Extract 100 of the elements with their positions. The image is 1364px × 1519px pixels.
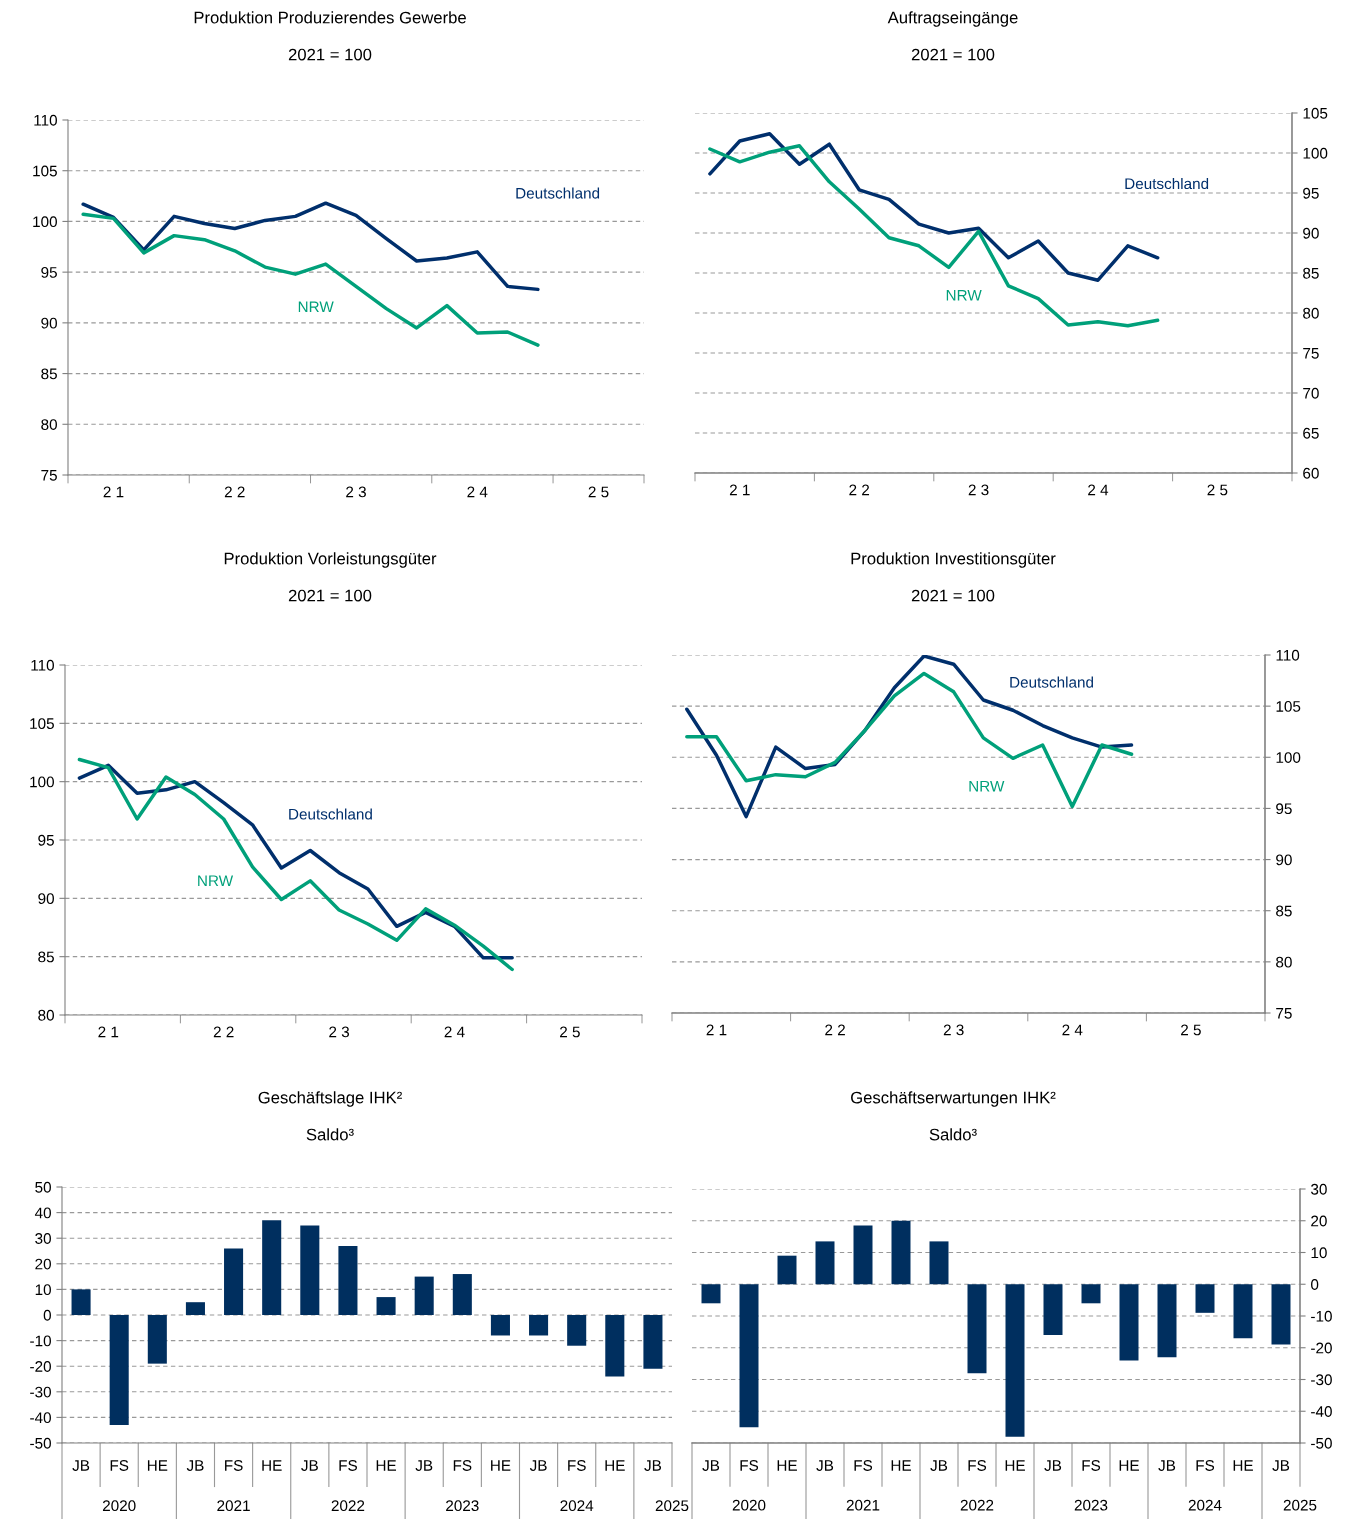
text: 2020 xyxy=(102,1500,136,1512)
text: 2021 xyxy=(846,1499,880,1511)
y2-tick-label: 110 xyxy=(1276,649,1300,661)
y-tick-label: 110 xyxy=(34,114,57,126)
text: Deutschland xyxy=(1125,177,1209,190)
y2-tick-label: 80 xyxy=(1276,956,1292,968)
text: 2024 xyxy=(1188,1499,1222,1511)
x-tick-label: FS xyxy=(568,1460,586,1471)
y2-tick-label: -10 xyxy=(1311,1310,1332,1322)
x-tick-label: FS xyxy=(1196,1460,1215,1471)
x-tick-label: 2 5 xyxy=(588,486,609,498)
text: 2023 xyxy=(446,1500,479,1512)
chart-subtitle: Saldo³ xyxy=(929,1128,977,1141)
x-tick-label: FS xyxy=(968,1460,987,1471)
y-tick-label: 85 xyxy=(38,951,54,963)
x-tick-label: JB xyxy=(72,1460,90,1471)
y-tick-label: 75 xyxy=(41,470,57,481)
y-tick-label: 100 xyxy=(30,776,54,788)
y-tick-label: -50 xyxy=(30,1437,51,1449)
x-tick-label: 2 3 xyxy=(329,1026,350,1038)
y2-tick-label: 75 xyxy=(1276,1008,1292,1019)
y-tick-label: 10 xyxy=(35,1284,51,1296)
series-label: NRW xyxy=(198,875,234,886)
x-tick-label: FS xyxy=(225,1460,243,1471)
x-tick-label: JB xyxy=(1158,1460,1176,1471)
y2-tick-label: -40 xyxy=(1311,1406,1332,1417)
x-tick-label: JB xyxy=(186,1460,204,1471)
x-tick-label: JB xyxy=(1044,1460,1062,1471)
x-tick-label: 2 5 xyxy=(1207,484,1228,496)
y2-tick-label: -50 xyxy=(1311,1437,1332,1449)
y-tick-label: 105 xyxy=(30,718,54,730)
y-tick-label: 100 xyxy=(33,216,57,228)
y2-tick-label: 90 xyxy=(1303,227,1319,239)
y-tick-label: -10 xyxy=(30,1335,51,1347)
x-tick-label: JB xyxy=(1272,1460,1290,1471)
y-tick-label: 105 xyxy=(33,165,57,177)
series-label: NRW xyxy=(946,290,982,301)
y2-tick-label: 85 xyxy=(1303,267,1319,279)
y2-tick-label: 90 xyxy=(1276,854,1292,866)
x-tick-label: 2 5 xyxy=(560,1026,580,1038)
y2-tick-label: 100 xyxy=(1276,752,1301,763)
x-tick-label: HE xyxy=(147,1460,168,1471)
y2-tick-label: 105 xyxy=(1276,701,1301,712)
x-tick-label: HE xyxy=(262,1460,282,1471)
x-tick-label: 2 1 xyxy=(706,1024,727,1036)
y-tick-label: 0 xyxy=(43,1309,51,1321)
y2-tick-label: 0 xyxy=(1311,1279,1319,1290)
x-tick-label: FS xyxy=(1082,1460,1101,1471)
x-tick-label: JB xyxy=(644,1460,662,1471)
y-tick-label: -20 xyxy=(30,1361,51,1372)
x-tick-label: HE xyxy=(891,1460,911,1471)
y-tick-label: 95 xyxy=(41,267,57,278)
x-tick-label: 2 3 xyxy=(968,484,989,496)
series-label: NRW xyxy=(969,780,1005,792)
chart-subtitle: Saldo³ xyxy=(306,1128,354,1141)
y-tick-label: 30 xyxy=(35,1233,51,1244)
y2-tick-label: 95 xyxy=(1276,803,1292,815)
chart-title: Geschäftserwartungen IHK² xyxy=(851,1091,1056,1107)
chart-subtitle: 2021 = 100 xyxy=(288,589,372,602)
text: Deutschland xyxy=(289,808,372,820)
y-tick-label: -30 xyxy=(30,1386,51,1398)
series-label: NRW xyxy=(298,301,334,313)
y-tick-label: 80 xyxy=(38,1009,54,1021)
chart-title: Produktion Investitionsgüter xyxy=(851,552,1056,568)
x-tick-label: FS xyxy=(453,1460,472,1471)
text: 2022 xyxy=(331,1500,365,1512)
text: 2025 xyxy=(1283,1499,1317,1511)
y-tick-label: 40 xyxy=(34,1207,51,1219)
x-tick-label: 2 2 xyxy=(224,486,245,498)
x-tick-label: 2 3 xyxy=(943,1024,964,1036)
x-tick-label: 2 1 xyxy=(729,484,750,496)
y-tick-label: 110 xyxy=(31,659,54,671)
x-tick-label: FS xyxy=(740,1460,759,1471)
y-tick-label: 80 xyxy=(41,419,57,430)
y-tick-label: 50 xyxy=(35,1181,51,1193)
x-tick-label: FS xyxy=(854,1460,873,1471)
y2-tick-label: 85 xyxy=(1276,905,1292,917)
y-tick-label: 20 xyxy=(35,1258,51,1270)
x-tick-label: 2 2 xyxy=(213,1026,234,1038)
x-tick-label: HE xyxy=(777,1460,797,1471)
x-tick-label: JB xyxy=(415,1460,433,1471)
x-tick-label: 2 4 xyxy=(467,486,488,498)
x-tick-label: 2 4 xyxy=(1062,1024,1083,1036)
x-tick-label: JB xyxy=(816,1460,834,1471)
text: Deutschland xyxy=(516,187,600,199)
series-label: Deutschland xyxy=(1010,676,1093,688)
x-tick-label: FS xyxy=(110,1460,129,1471)
x-tick-label: HE xyxy=(1233,1460,1253,1471)
x-tick-label: JB xyxy=(529,1460,547,1471)
chart-title: Auftragseingänge xyxy=(887,11,1018,27)
x-tick-label: HE xyxy=(1119,1460,1139,1471)
x-tick-label: 2 4 xyxy=(1088,484,1109,496)
x-tick-label: HE xyxy=(605,1460,625,1471)
y2-tick-label: 100 xyxy=(1303,147,1328,159)
x-tick-label: 2 2 xyxy=(849,484,870,496)
x-tick-label: 2 1 xyxy=(98,1026,119,1038)
y2-tick-label: 75 xyxy=(1303,348,1319,359)
y2-tick-label: -20 xyxy=(1311,1342,1332,1354)
x-tick-label: JB xyxy=(702,1460,720,1471)
y-tick-label: 95 xyxy=(38,834,54,846)
